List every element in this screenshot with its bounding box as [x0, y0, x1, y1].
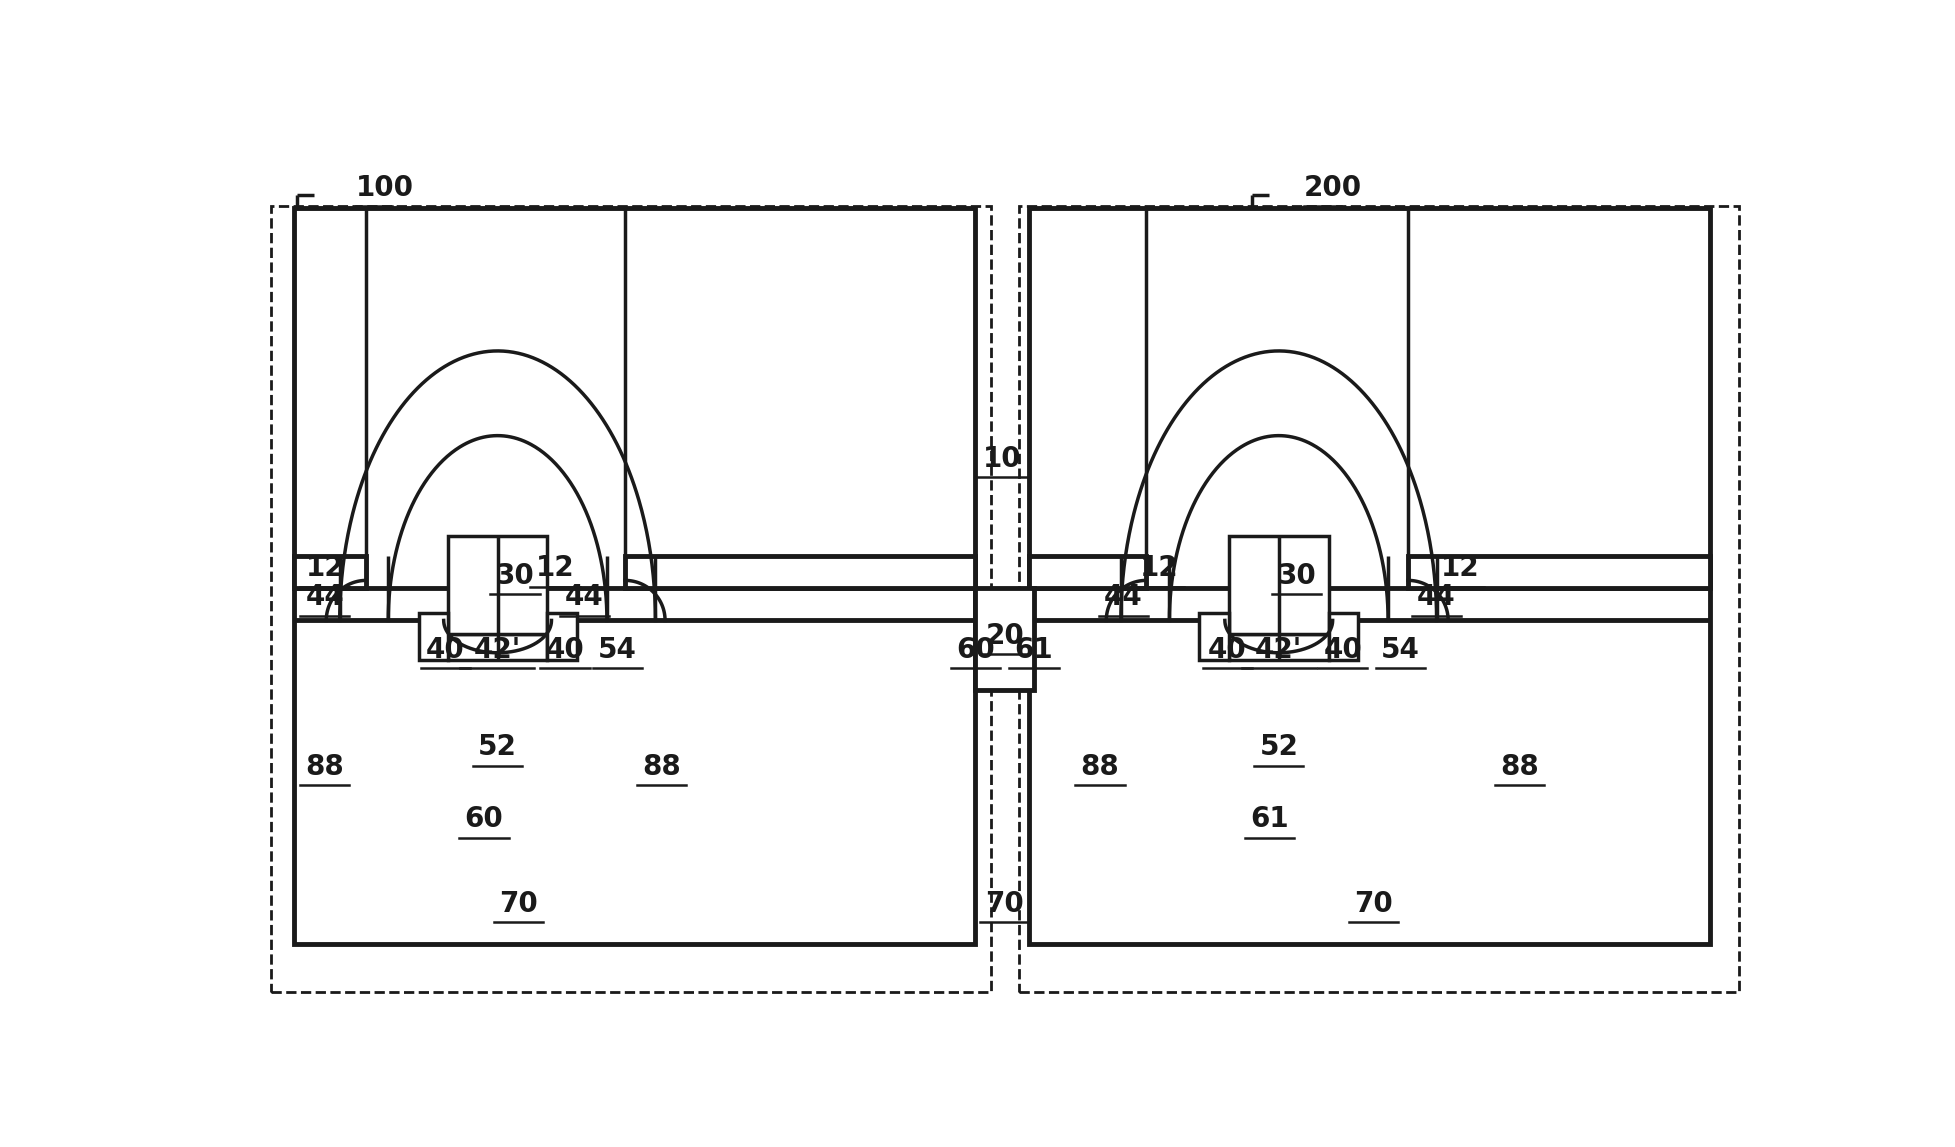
Bar [1200, 612, 1228, 661]
Text: 42': 42' [473, 635, 520, 664]
Text: 44: 44 [1105, 584, 1142, 611]
Text: 12: 12 [1441, 554, 1480, 582]
Text: 30: 30 [495, 562, 534, 590]
Text: 10: 10 [983, 445, 1021, 473]
Text: 52: 52 [1259, 733, 1298, 762]
Text: 42': 42' [1255, 635, 1302, 664]
Bar [1028, 556, 1146, 588]
Bar [626, 556, 976, 588]
Text: 12: 12 [305, 554, 344, 582]
Bar [293, 209, 976, 944]
Bar [293, 556, 366, 588]
Bar [1028, 209, 1711, 944]
Text: 44: 44 [305, 584, 344, 611]
Text: 88: 88 [1081, 752, 1120, 781]
Bar [1228, 536, 1329, 633]
Bar [418, 612, 448, 661]
Text: 70: 70 [985, 890, 1024, 918]
Text: 88: 88 [305, 752, 344, 781]
Text: 61: 61 [1015, 635, 1054, 664]
Text: 88: 88 [641, 752, 680, 781]
Bar [1228, 633, 1329, 661]
Text: 40: 40 [1208, 635, 1247, 664]
Text: 88: 88 [1499, 752, 1539, 781]
Text: 40: 40 [426, 635, 465, 664]
Bar [272, 206, 991, 991]
Text: 70: 70 [499, 890, 538, 918]
Text: 60: 60 [465, 805, 504, 833]
Text: 44: 44 [565, 584, 604, 611]
Text: 20: 20 [985, 622, 1024, 650]
Text: 44: 44 [1417, 584, 1456, 611]
Text: 30: 30 [1277, 562, 1316, 590]
Bar [1408, 556, 1711, 588]
Text: 40: 40 [1324, 635, 1363, 664]
Bar [547, 612, 577, 661]
Text: 12: 12 [1140, 554, 1179, 582]
Text: 54: 54 [1380, 635, 1419, 664]
Text: 54: 54 [598, 635, 637, 664]
Text: 200: 200 [1304, 173, 1363, 202]
Text: 40: 40 [545, 635, 585, 664]
Text: 61: 61 [1249, 805, 1288, 833]
Bar [448, 536, 547, 633]
Bar [1329, 612, 1359, 661]
Text: 100: 100 [356, 173, 414, 202]
Text: 12: 12 [536, 554, 575, 582]
Text: 70: 70 [1355, 890, 1392, 918]
Text: 52: 52 [477, 733, 516, 762]
Bar [1019, 206, 1740, 991]
Bar [976, 588, 1034, 689]
Bar [448, 633, 547, 661]
Text: 60: 60 [956, 635, 995, 664]
